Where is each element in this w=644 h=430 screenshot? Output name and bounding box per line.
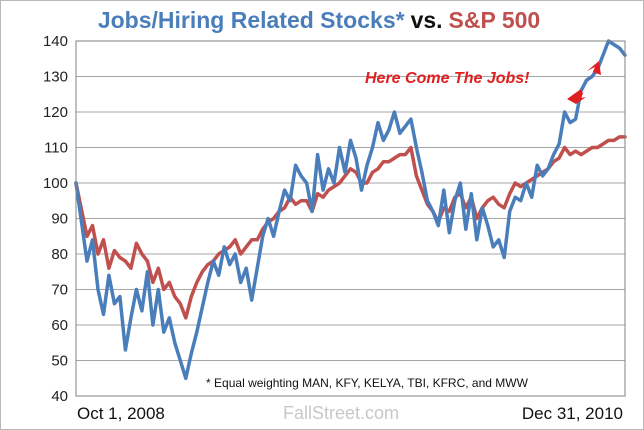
gridlines [76,76,625,361]
y-tick-label: 130 [43,69,68,86]
series-line-jobs-hiring [74,39,627,381]
chart-title: Jobs/Hiring Related Stocks* vs. S&P 500 [98,7,540,33]
x-start-label: Oct 1, 2008 [77,404,165,423]
plot-border [75,40,626,397]
y-tick-label: 50 [51,353,68,370]
title-vs: vs. [411,7,443,33]
annotation-text: Here Come The Jobs! [365,70,530,87]
series-lines [74,39,627,381]
y-tick-label: 140 [43,33,68,50]
y-tick-label: 90 [51,211,68,228]
watermark: FallStreet.com [283,403,399,423]
y-tick-label: 40 [51,388,68,405]
annotation-arrow [567,61,601,104]
title-sp500: S&P 500 [449,7,541,33]
y-tick-label: 120 [43,104,68,121]
footnote: * Equal weighting MAN, KFY, KELYA, TBI, … [206,376,529,390]
y-tick-label: 70 [51,282,68,299]
y-tick-label: 60 [51,317,68,334]
y-tick-label: 100 [43,175,68,192]
title-jobs: Jobs/Hiring Related Stocks* [98,7,405,33]
y-tick-label: 80 [51,246,68,263]
y-tick-label: 110 [44,140,68,157]
x-end-label: Dec 31, 2010 [522,404,623,423]
y-tick-labels: 40 50 60 70 80 90 100 110 120 130 140 [43,33,68,405]
